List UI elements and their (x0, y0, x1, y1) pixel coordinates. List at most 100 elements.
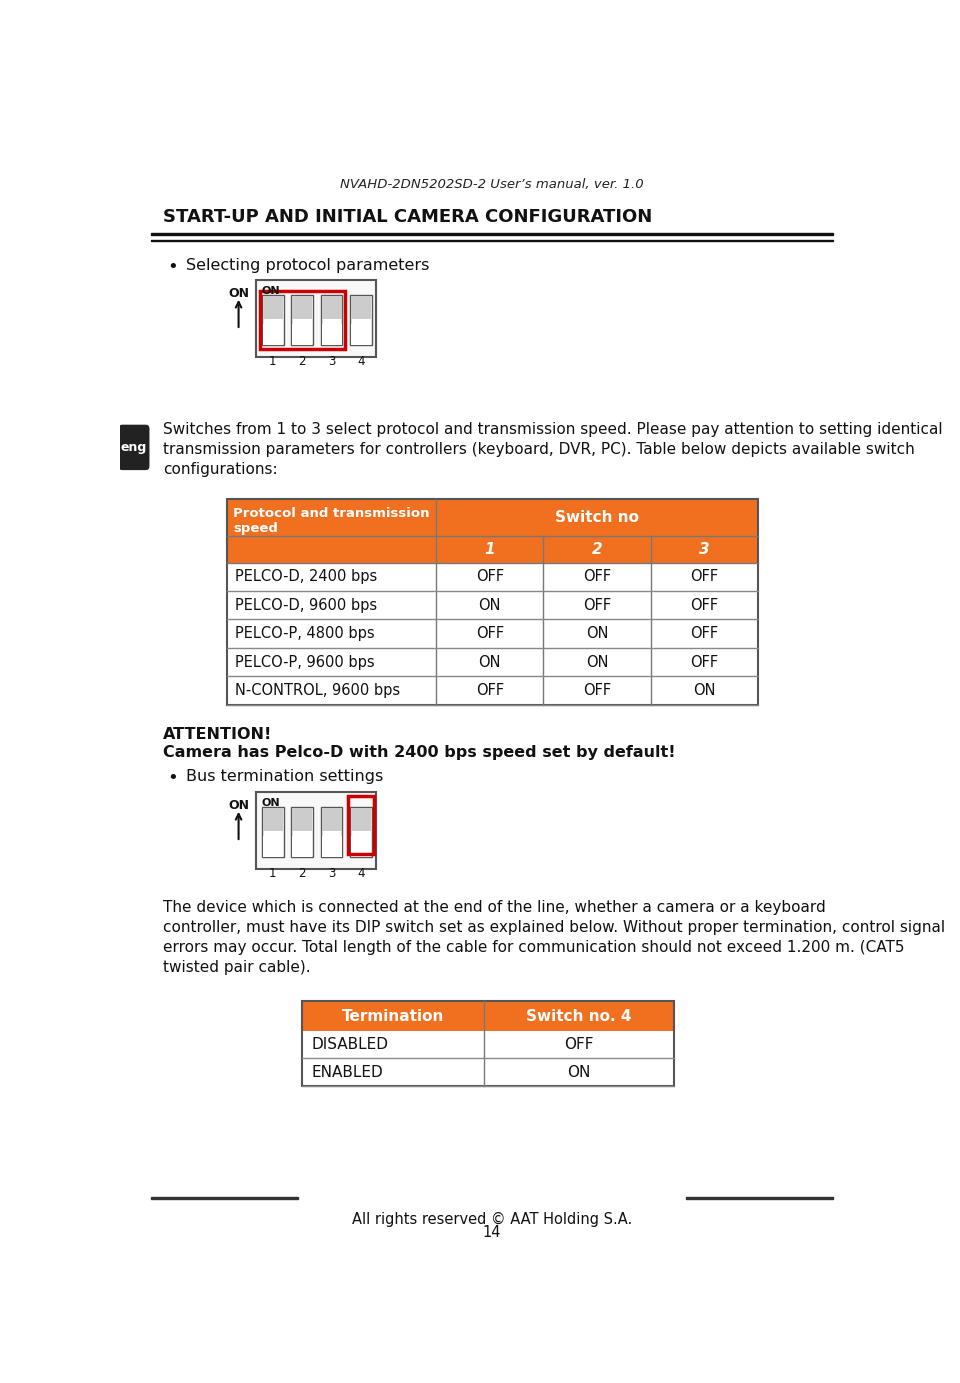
Bar (227, 620, 757, 649)
Bar (292, 296, 312, 319)
Bar (151, 232, 833, 235)
Bar (259, 292, 345, 350)
Text: eng: eng (121, 441, 147, 454)
Bar (255, 279, 375, 357)
Text: 4: 4 (357, 867, 365, 880)
Bar (227, 563, 757, 591)
Bar (227, 499, 757, 705)
Text: Camera has Pelco-D with 2400 bps speed set by default!: Camera has Pelco-D with 2400 bps speed s… (162, 745, 675, 761)
Text: OFF: OFF (564, 1037, 594, 1052)
Text: OFF: OFF (583, 597, 612, 613)
Text: 3: 3 (328, 354, 335, 368)
Text: PELCO-P, 9600 bps: PELCO-P, 9600 bps (234, 654, 374, 669)
Bar (263, 835, 283, 857)
Bar (322, 324, 342, 346)
Bar (291, 808, 313, 857)
Text: ON: ON (567, 1065, 590, 1080)
Text: PELCO-P, 4800 bps: PELCO-P, 4800 bps (234, 626, 374, 642)
Bar (350, 296, 372, 346)
Bar (302, 1030, 674, 1058)
Text: OFF: OFF (690, 597, 718, 613)
Text: errors may occur. Total length of the cable for communication should not exceed : errors may occur. Total length of the ca… (162, 940, 904, 954)
Text: ON: ON (586, 654, 609, 669)
Bar (348, 795, 374, 853)
Bar (263, 296, 283, 319)
Bar (351, 808, 372, 831)
Text: N-CONTROL, 9600 bps: N-CONTROL, 9600 bps (234, 683, 399, 698)
Text: DISABLED: DISABLED (311, 1037, 389, 1052)
Bar (151, 1198, 299, 1199)
Text: ON: ON (693, 683, 715, 698)
FancyBboxPatch shape (118, 425, 150, 470)
Text: 14: 14 (483, 1225, 501, 1241)
Text: ON: ON (586, 626, 609, 642)
Text: 1: 1 (269, 354, 276, 368)
Text: Switch no. 4: Switch no. 4 (526, 1008, 632, 1023)
Text: PELCO-D, 9600 bps: PELCO-D, 9600 bps (234, 597, 377, 613)
Text: 2: 2 (299, 354, 306, 368)
Text: ON: ON (262, 286, 280, 296)
Bar (263, 808, 283, 831)
Bar (291, 296, 313, 346)
Bar (322, 296, 342, 319)
Text: 2: 2 (591, 542, 602, 556)
Bar (321, 808, 343, 857)
Text: ATTENTION!: ATTENTION! (162, 726, 272, 741)
Bar (263, 324, 283, 346)
Text: 4: 4 (357, 354, 365, 368)
Text: Termination: Termination (342, 1008, 444, 1023)
Text: ON: ON (262, 798, 280, 808)
Bar (227, 676, 757, 705)
Text: Protocol and transmission
speed: Protocol and transmission speed (233, 508, 430, 535)
Text: Switches from 1 to 3 select protocol and transmission speed. Please pay attentio: Switches from 1 to 3 select protocol and… (162, 422, 943, 437)
Text: 1: 1 (485, 542, 495, 556)
Text: Selecting protocol parameters: Selecting protocol parameters (186, 259, 429, 274)
Text: OFF: OFF (583, 570, 612, 584)
Text: OFF: OFF (690, 654, 718, 669)
Text: 3: 3 (328, 867, 335, 880)
Bar (120, 426, 148, 469)
Text: 1: 1 (269, 867, 276, 880)
Bar (227, 649, 757, 676)
Text: OFF: OFF (583, 683, 612, 698)
Text: OFF: OFF (690, 570, 718, 584)
Bar (351, 324, 372, 346)
Text: PELCO-D, 2400 bps: PELCO-D, 2400 bps (234, 570, 377, 584)
Text: The device which is connected at the end of the line, whether a camera or a keyb: The device which is connected at the end… (162, 900, 826, 914)
Bar (351, 835, 372, 857)
Text: ON: ON (228, 799, 250, 812)
Text: OFF: OFF (476, 570, 504, 584)
Text: configurations:: configurations: (162, 462, 277, 477)
Text: OFF: OFF (476, 683, 504, 698)
Bar (685, 1198, 833, 1199)
Text: Bus termination settings: Bus termination settings (186, 769, 383, 784)
Text: ENABLED: ENABLED (311, 1065, 383, 1080)
Text: All rights reserved © AAT Holding S.A.: All rights reserved © AAT Holding S.A. (352, 1212, 632, 1227)
Bar (322, 835, 342, 857)
Text: OFF: OFF (690, 626, 718, 642)
Bar (292, 808, 312, 831)
Text: transmission parameters for controllers (keyboard, DVR, PC). Table below depicts: transmission parameters for controllers … (162, 443, 914, 458)
Bar (351, 296, 372, 319)
Bar (302, 1001, 674, 1030)
Text: controller, must have its DIP switch set as explained below. Without proper term: controller, must have its DIP switch set… (162, 920, 945, 935)
Bar (292, 835, 312, 857)
Text: ON: ON (478, 597, 501, 613)
Text: OFF: OFF (476, 626, 504, 642)
Bar (292, 324, 312, 346)
Bar (227, 591, 757, 620)
Bar (262, 808, 283, 857)
Bar (262, 296, 283, 346)
Bar (350, 808, 372, 857)
Text: •: • (167, 769, 178, 787)
Bar (227, 499, 757, 535)
Text: twisted pair cable).: twisted pair cable). (162, 960, 310, 975)
Text: START-UP AND INITIAL CAMERA CONFIGURATION: START-UP AND INITIAL CAMERA CONFIGURATIO… (162, 209, 652, 227)
Text: Switch no: Switch no (555, 509, 639, 524)
Bar (321, 296, 343, 346)
Text: ON: ON (478, 654, 501, 669)
Bar (255, 792, 375, 869)
Bar (322, 808, 342, 831)
Bar (227, 535, 757, 563)
Bar (302, 1058, 674, 1086)
